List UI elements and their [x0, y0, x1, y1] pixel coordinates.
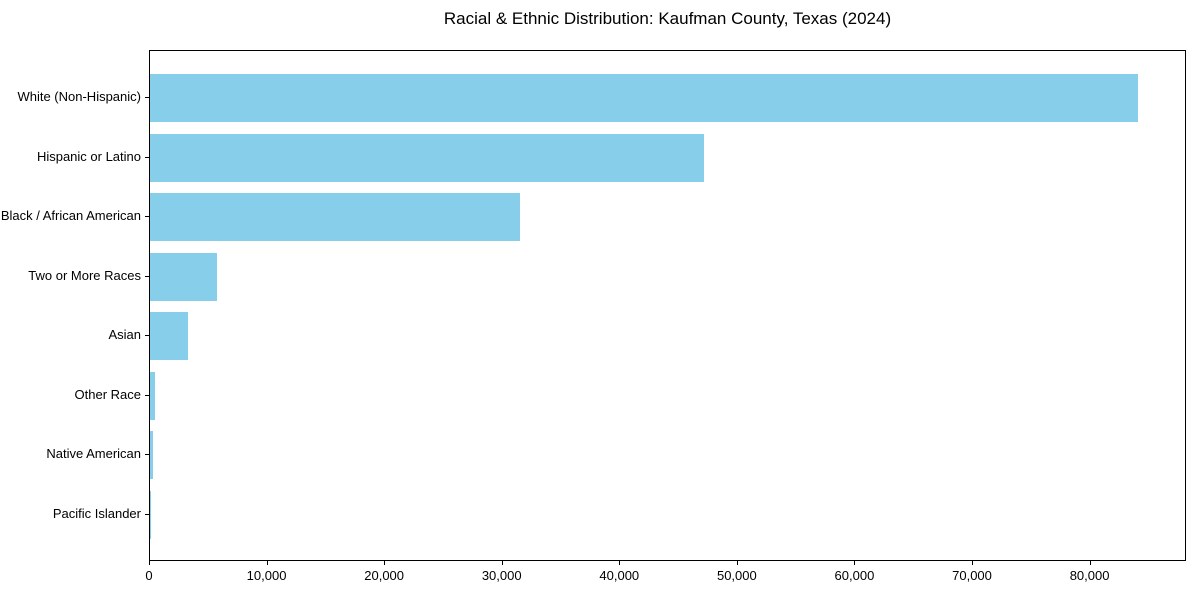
x-tick-mark — [854, 561, 856, 565]
bar — [150, 74, 1138, 123]
bar — [150, 490, 151, 539]
x-tick-label: 80,000 — [1069, 568, 1110, 583]
x-tick-mark — [619, 561, 621, 565]
y-tick-label: Other Race — [74, 386, 141, 402]
bar — [150, 371, 155, 420]
x-tick-label: 10,000 — [246, 568, 287, 583]
y-tick-label: White (Non-Hispanic) — [17, 89, 141, 105]
y-tick-label: Two or More Races — [28, 267, 141, 283]
bar — [150, 312, 188, 361]
bar — [150, 133, 704, 182]
plot-area — [149, 50, 1186, 561]
x-tick-mark — [266, 561, 268, 565]
x-tick-mark — [384, 561, 386, 565]
y-tick-mark — [145, 394, 149, 396]
x-tick-label: 30,000 — [481, 568, 522, 583]
x-tick-mark — [736, 561, 738, 565]
chart-title: Racial & Ethnic Distribution: Kaufman Co… — [443, 9, 892, 28]
y-tick-label: Native American — [46, 446, 141, 462]
bar — [150, 431, 153, 480]
x-tick-mark — [149, 561, 150, 565]
x-tick-label: 50,000 — [716, 568, 757, 583]
x-tick-mark — [1089, 561, 1091, 565]
x-tick-label: 0 — [145, 568, 153, 583]
x-tick-label: 60,000 — [834, 568, 875, 583]
y-tick-mark — [145, 454, 149, 456]
x-tick-label: 20,000 — [364, 568, 405, 583]
x-tick-mark — [501, 561, 503, 565]
y-tick-label: Black / African American — [0, 208, 141, 224]
y-tick-mark — [145, 335, 149, 337]
x-tick-mark — [972, 561, 974, 565]
x-tick-label: 70,000 — [952, 568, 992, 583]
y-tick-label: Asian — [108, 327, 141, 343]
y-tick-mark — [145, 97, 149, 99]
bar — [150, 193, 521, 242]
y-tick-mark — [145, 216, 149, 218]
y-tick-mark — [145, 513, 149, 515]
y-tick-mark — [145, 275, 149, 277]
y-tick-label: Pacific Islander — [52, 505, 141, 521]
x-tick-label: 40,000 — [599, 568, 640, 583]
bar — [150, 252, 218, 301]
y-tick-mark — [145, 156, 149, 158]
y-tick-label: Hispanic or Latino — [36, 148, 141, 164]
